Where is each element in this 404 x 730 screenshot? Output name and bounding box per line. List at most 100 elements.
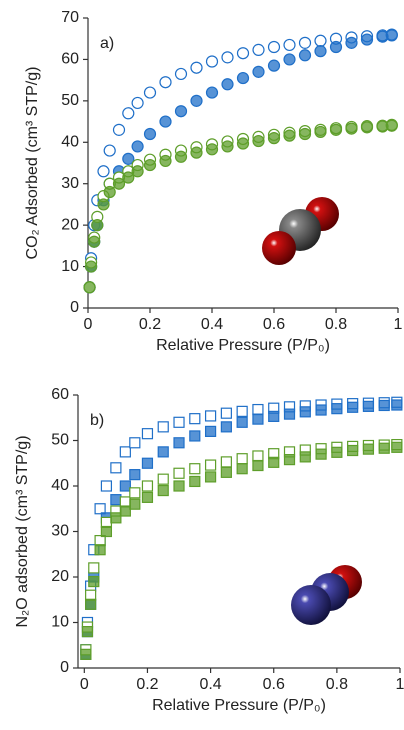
point [285, 455, 295, 465]
y-tick-label: 50 [51, 432, 69, 449]
point [284, 54, 295, 65]
x-tick-label: 0.2 [136, 676, 158, 693]
point [190, 464, 200, 474]
point [86, 261, 97, 272]
point [237, 464, 247, 474]
point [142, 481, 152, 491]
point [145, 87, 156, 98]
point [331, 42, 342, 53]
point [222, 79, 233, 90]
y-tick-label: 30 [51, 523, 69, 540]
point [253, 44, 264, 55]
point [132, 141, 143, 152]
point [222, 141, 233, 152]
point [237, 417, 247, 427]
point [142, 429, 152, 439]
point [89, 563, 99, 573]
point [392, 400, 402, 410]
point [89, 236, 100, 247]
point [238, 138, 249, 149]
point [174, 417, 184, 427]
point [111, 463, 121, 473]
point [284, 39, 295, 50]
point [145, 160, 156, 171]
point [190, 414, 200, 424]
y-tick-label: 60 [61, 51, 79, 68]
y-tick-label: 50 [61, 92, 79, 109]
point [95, 545, 105, 555]
point [253, 451, 263, 461]
point [101, 527, 111, 537]
point [379, 443, 389, 453]
point [111, 513, 121, 523]
point [191, 95, 202, 106]
y-axis-label: N₂O adsorbed (cm³ STP/g) [14, 435, 31, 627]
point [82, 627, 92, 637]
point [81, 649, 91, 659]
y-tick-label: 30 [61, 175, 79, 192]
point [379, 400, 389, 410]
point [111, 495, 121, 505]
point [300, 407, 310, 417]
point [222, 52, 233, 63]
point [253, 461, 263, 471]
point [221, 408, 231, 418]
point [174, 438, 184, 448]
point [315, 35, 326, 46]
x-tick-label: 0 [84, 316, 93, 333]
point [132, 97, 143, 108]
point [142, 492, 152, 502]
point [332, 447, 342, 457]
point [120, 481, 130, 491]
point [221, 422, 231, 432]
y-tick-label: 60 [51, 386, 69, 403]
x-tick-label: 0.8 [326, 676, 348, 693]
point [206, 460, 216, 470]
point [120, 447, 130, 457]
x-tick-label: 0.2 [139, 316, 161, 333]
point [253, 66, 264, 77]
point [285, 409, 295, 419]
point [207, 144, 218, 155]
y-tick-label: 20 [61, 216, 79, 233]
y-tick-label: 40 [51, 477, 69, 494]
point [104, 187, 115, 198]
point [191, 62, 202, 73]
point [331, 124, 342, 135]
x-tick-label: 0.8 [325, 316, 347, 333]
point [160, 116, 171, 127]
point [332, 404, 342, 414]
point [98, 166, 109, 177]
point [158, 486, 168, 496]
point [386, 30, 397, 41]
point [363, 444, 373, 454]
y-tick-label: 20 [51, 568, 69, 585]
x-tick-label: 0.6 [263, 316, 285, 333]
x-tick-label: 1 [394, 316, 403, 333]
point [142, 458, 152, 468]
point [237, 454, 247, 464]
point [130, 438, 140, 448]
point [174, 481, 184, 491]
x-axis-label: Relative Pressure (P/P₀) [152, 697, 326, 714]
point [348, 402, 358, 412]
point [221, 457, 231, 467]
point [346, 123, 357, 134]
point [190, 476, 200, 486]
point [120, 497, 130, 507]
point [158, 474, 168, 484]
x-tick-label: 0.6 [263, 676, 285, 693]
point [130, 488, 140, 498]
point [253, 136, 264, 147]
point [86, 599, 96, 609]
co2-molecule [262, 197, 339, 265]
y-axis-label: CO₂ Adsorbed (cm³ STP/g) [24, 67, 41, 260]
point [207, 87, 218, 98]
point [300, 50, 311, 61]
point [316, 449, 326, 459]
point [348, 446, 358, 456]
point [176, 106, 187, 117]
point [120, 506, 130, 516]
point [123, 108, 134, 119]
x-tick-label: 0.4 [199, 676, 221, 693]
